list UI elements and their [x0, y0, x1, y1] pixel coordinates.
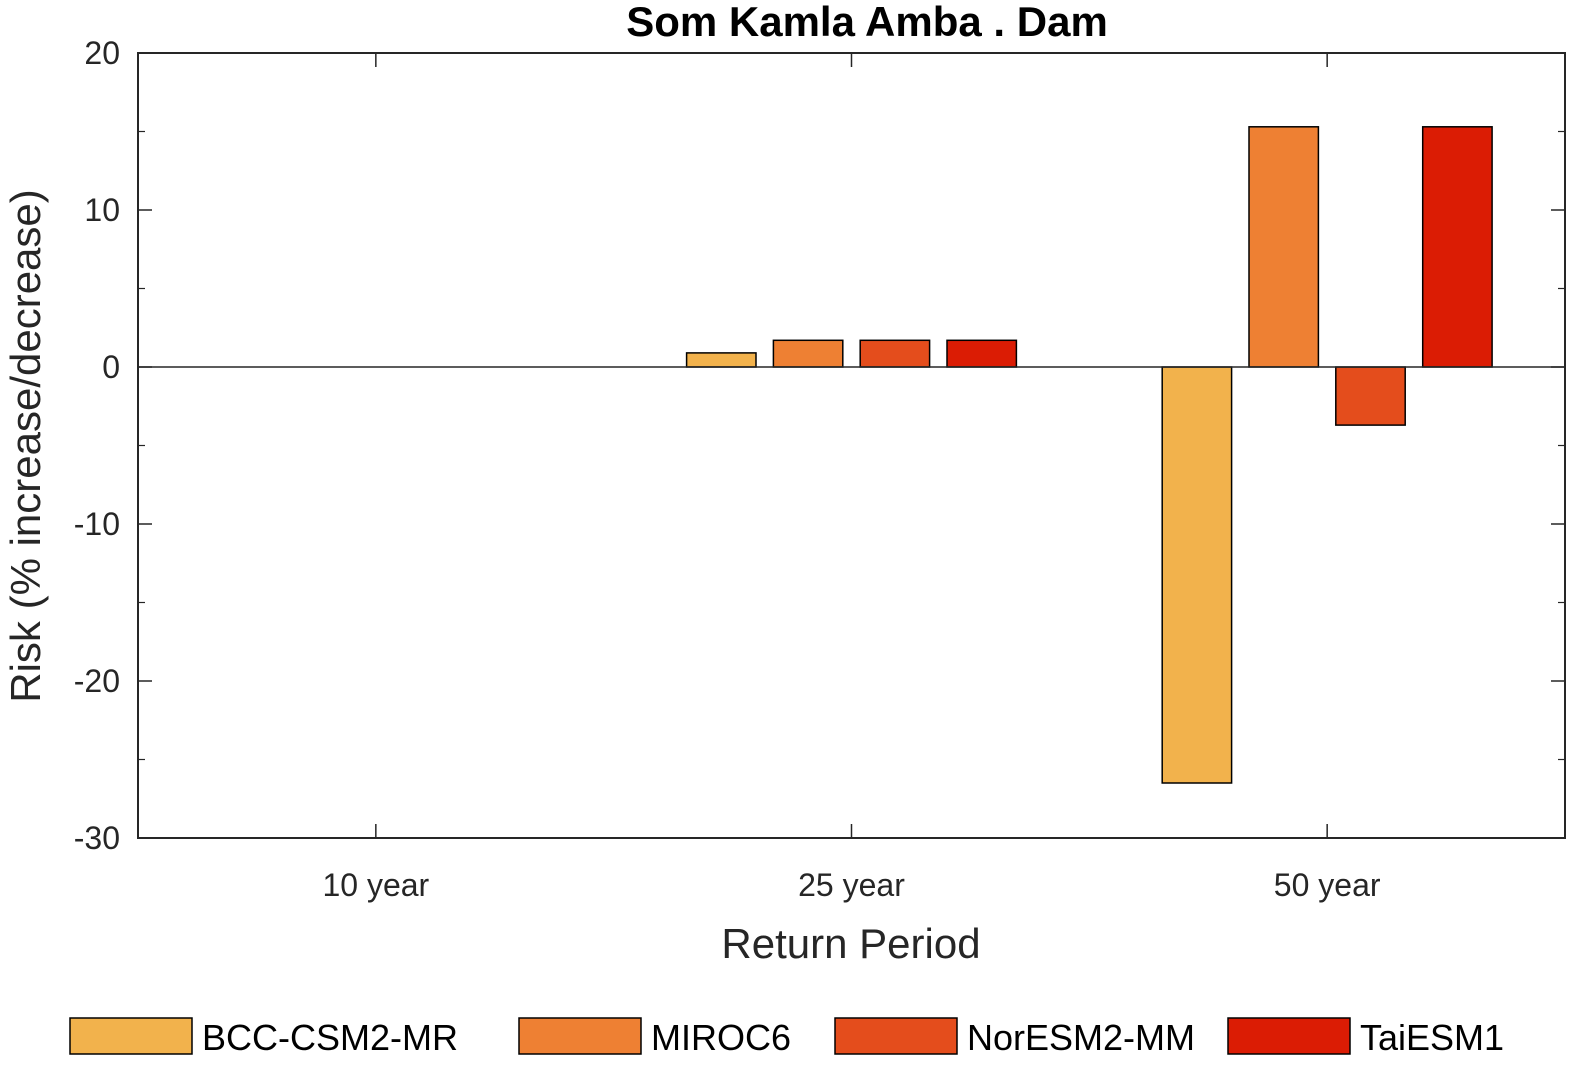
- bar-noresm2-mm-50-year: [1335, 366, 1406, 426]
- legend-label-noresm2-mm: NorESM2-MM: [967, 1017, 1195, 1058]
- legend-swatch-bcc-csm2-mr: [69, 1017, 193, 1055]
- plot-area: -30 -20 -10 0 10 20 10 year 25 year 50 year: [74, 35, 1566, 903]
- legend-label-bcc-csm2-mr: BCC-CSM2-MR: [202, 1017, 458, 1058]
- y-tick-label: -10: [74, 506, 120, 542]
- x-tick-label: 10 year: [322, 867, 429, 903]
- y-tick-label: 0: [102, 349, 120, 385]
- y-axis-title: Risk (% increase/decrease): [2, 189, 49, 703]
- bar-noresm2-mm-25-year: [859, 339, 931, 368]
- y-axis: -30 -20 -10 0 10 20: [74, 35, 1565, 856]
- x-tick-label: 25 year: [798, 867, 905, 903]
- y-tick-label: -30: [74, 820, 120, 856]
- bar-bcc-csm2-mr-50-year: [1161, 366, 1233, 784]
- legend-swatch-noresm2-mm: [834, 1017, 958, 1055]
- bar-miroc6-50-year: [1248, 126, 1320, 368]
- y-tick-label: 20: [84, 35, 120, 71]
- bar-taiesm1-50-year: [1421, 126, 1493, 368]
- bar-miroc6-25-year: [772, 339, 844, 368]
- plot-frame: [137, 52, 1566, 839]
- legend-label-taiesm1: TaiESM1: [1360, 1017, 1504, 1058]
- x-axis-title: Return Period: [721, 920, 980, 967]
- bars: [685, 126, 1493, 784]
- chart-title: Som Kamla Amba . Dam: [626, 0, 1108, 45]
- y-tick-label: -20: [74, 663, 120, 699]
- bar-bcc-csm2-mr-25-year: [685, 352, 757, 368]
- legend-swatch-taiesm1: [1227, 1017, 1351, 1055]
- legend-label-miroc6: MIROC6: [651, 1017, 791, 1058]
- legend-swatch-miroc6: [518, 1017, 642, 1055]
- x-axis: 10 year 25 year 50 year: [322, 53, 1381, 903]
- x-tick-label: 50 year: [1274, 867, 1381, 903]
- bar-taiesm1-25-year: [946, 339, 1018, 368]
- legend: BCC-CSM2-MR MIROC6 NorESM2-MM TaiESM1: [69, 1017, 1504, 1058]
- y-tick-label: 10: [84, 192, 120, 228]
